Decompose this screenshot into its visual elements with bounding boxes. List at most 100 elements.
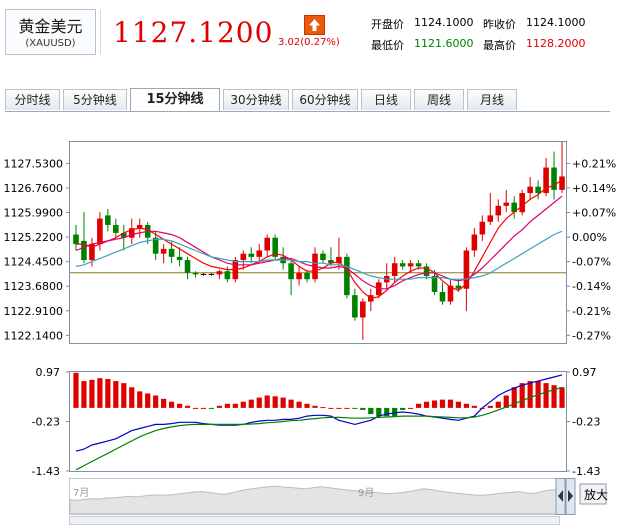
price-change: 3.02(0.27%)	[278, 37, 340, 48]
macd-bar	[288, 399, 294, 408]
candle	[272, 234, 278, 261]
macd-bar	[487, 405, 493, 408]
macd-bar	[447, 399, 454, 408]
macd-bar	[296, 401, 302, 408]
tab-timeshare[interactable]: 分时线	[5, 89, 60, 110]
y-tick-label: 1123.6800	[4, 280, 64, 293]
candle	[288, 260, 294, 296]
macd-bar	[121, 383, 127, 408]
tab-15min[interactable]: 15分钟线	[130, 88, 220, 111]
candle	[176, 247, 183, 267]
tab-monthly[interactable]: 月线	[467, 89, 517, 110]
macd-bar	[264, 395, 270, 408]
macd-tick-label: -1.43	[32, 465, 60, 478]
pct-tick-label: 0.00%	[572, 231, 607, 244]
macd-bar	[368, 407, 374, 415]
macd-bar	[200, 407, 207, 409]
candle	[503, 189, 510, 213]
pct-tick-label: -0.14%	[572, 280, 611, 293]
candle	[192, 271, 199, 278]
candle	[535, 180, 541, 200]
candle	[391, 256, 398, 283]
macd-bar	[89, 379, 95, 408]
candle	[320, 250, 326, 264]
macd-bar	[145, 393, 151, 408]
macd-tick-label-right: -1.43	[572, 465, 600, 478]
candle	[248, 247, 255, 264]
macd-bar	[463, 403, 469, 408]
tab-5min[interactable]: 5分钟线	[63, 89, 127, 110]
macd-bar	[113, 381, 119, 408]
symbol-name: 黄金美元	[18, 17, 83, 36]
macd-bar	[137, 391, 143, 408]
symbol-code: (XAUUSD)	[25, 38, 76, 49]
candle	[471, 228, 478, 257]
candle	[128, 218, 135, 245]
macd-tick-label-right: 0.97	[572, 366, 597, 379]
candle	[200, 272, 207, 276]
pct-tick-label: +0.07%	[572, 207, 616, 220]
macd-bar	[328, 407, 334, 409]
candle	[296, 266, 302, 286]
tab-60min[interactable]: 60分钟线	[292, 89, 358, 110]
navigator-scrollbar[interactable]	[69, 516, 560, 525]
macd-bar	[224, 403, 230, 408]
macd-bar	[320, 407, 326, 409]
macd-bar	[248, 399, 254, 408]
macd-bar	[232, 403, 238, 408]
macd-bar	[503, 395, 509, 408]
macd-bar	[400, 407, 406, 410]
macd-tick-label-right: -0.23	[572, 416, 600, 429]
pct-tick-label: -0.21%	[572, 305, 611, 318]
candle	[495, 199, 502, 222]
macd-bar	[129, 387, 135, 408]
y-tick-label: 1125.2200	[4, 231, 64, 244]
open-label: 开盘价	[371, 18, 404, 31]
candle	[447, 279, 454, 305]
candle	[399, 260, 406, 270]
macd-bar	[455, 401, 462, 408]
y-tick-label: 1125.9900	[4, 207, 64, 220]
navigator[interactable]: 7月 9月 放大	[0, 478, 621, 526]
moving-average-line	[75, 195, 563, 290]
y-tick-label: 1122.9100	[4, 305, 64, 318]
macd-bar	[161, 398, 167, 408]
period-tabs: 分时线 5分钟线 15分钟线 30分钟线 60分钟线 日线 周线 月线	[5, 88, 610, 112]
candle	[344, 253, 350, 299]
moving-average-line	[76, 179, 563, 299]
kline-frame	[69, 141, 567, 344]
pct-tick-label: +0.21%	[572, 157, 616, 170]
macd-bar	[511, 387, 517, 408]
pct-tick-label: +0.14%	[572, 182, 616, 195]
candle	[73, 224, 79, 251]
up-arrow-icon	[304, 15, 325, 35]
macd-bar	[184, 405, 191, 408]
macd-bar	[439, 399, 446, 408]
macd-bar	[312, 405, 318, 408]
tab-daily[interactable]: 日线	[361, 89, 411, 110]
high-value: 1128.2000	[526, 37, 586, 50]
header-divider	[100, 10, 101, 54]
zoom-button[interactable]	[579, 483, 607, 505]
macd-bar	[272, 396, 278, 408]
prev-close-label: 昨收价	[483, 18, 516, 31]
tab-weekly[interactable]: 周线	[414, 89, 464, 110]
macd-bar	[105, 379, 111, 408]
candle	[487, 193, 494, 225]
macd-bar	[153, 395, 159, 408]
macd-tick-label: 0.97	[36, 366, 61, 379]
tab-30min[interactable]: 30分钟线	[223, 89, 289, 110]
macd-bar	[352, 407, 358, 409]
candle	[479, 215, 486, 241]
macd-bar	[169, 401, 175, 408]
candle	[81, 212, 87, 264]
macd-bar	[519, 383, 525, 408]
candle	[431, 269, 438, 296]
prev-close-value: 1124.1000	[526, 16, 586, 29]
pct-tick-label: -0.27%	[572, 329, 611, 342]
candle	[208, 272, 215, 276]
high-label: 最高价	[483, 39, 516, 52]
month-label-sep: 9月	[358, 487, 374, 499]
macd-bar	[280, 397, 286, 408]
macd-bar	[376, 407, 382, 417]
